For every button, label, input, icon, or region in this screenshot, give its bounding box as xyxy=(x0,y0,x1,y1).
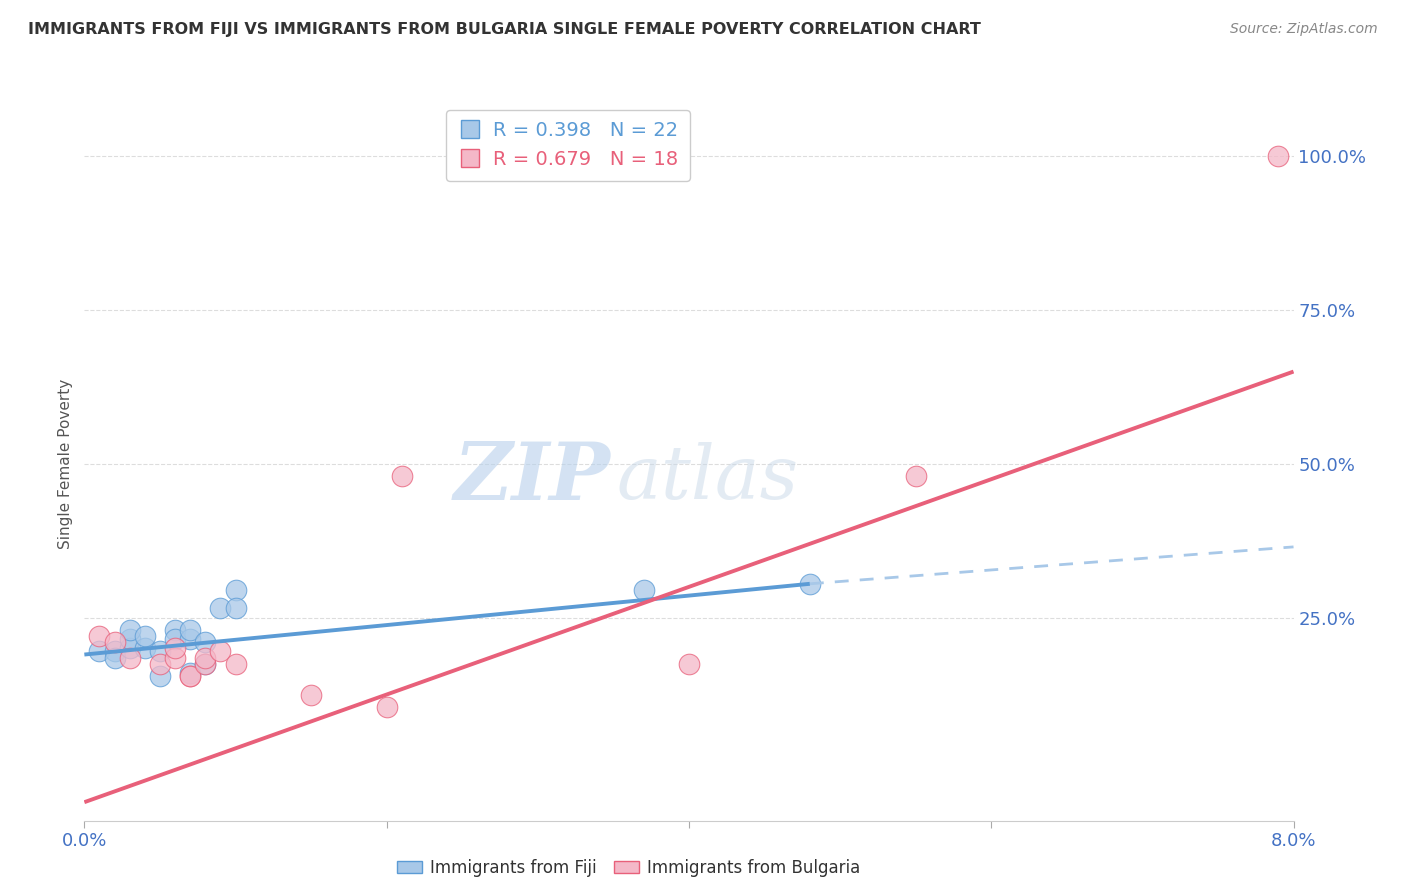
Point xyxy=(375,699,398,714)
Point xyxy=(633,582,655,597)
Point xyxy=(149,669,172,683)
Point xyxy=(225,582,247,597)
Point xyxy=(134,641,156,656)
Y-axis label: Single Female Poverty: Single Female Poverty xyxy=(58,379,73,549)
Point xyxy=(225,601,247,615)
Point xyxy=(149,657,172,671)
Point xyxy=(194,657,217,671)
Point xyxy=(1267,149,1289,163)
Point xyxy=(678,657,700,671)
Point xyxy=(179,665,201,680)
Point xyxy=(165,623,187,637)
Point xyxy=(104,635,127,649)
Point xyxy=(118,650,141,665)
Point xyxy=(209,601,232,615)
Point xyxy=(104,644,127,658)
Point xyxy=(118,641,141,656)
Point xyxy=(225,657,247,671)
Point xyxy=(89,629,111,643)
Point xyxy=(194,657,217,671)
Point xyxy=(799,576,821,591)
Point xyxy=(104,650,127,665)
Point xyxy=(149,644,172,658)
Point xyxy=(118,632,141,647)
Point xyxy=(299,688,322,702)
Text: IMMIGRANTS FROM FIJI VS IMMIGRANTS FROM BULGARIA SINGLE FEMALE POVERTY CORRELATI: IMMIGRANTS FROM FIJI VS IMMIGRANTS FROM … xyxy=(28,22,981,37)
Point xyxy=(209,644,232,658)
Point xyxy=(89,644,111,658)
Point xyxy=(165,632,187,647)
Point xyxy=(194,650,217,665)
Point xyxy=(134,629,156,643)
Point xyxy=(179,669,201,683)
Point xyxy=(179,669,201,683)
Point xyxy=(179,632,201,647)
Point xyxy=(165,641,187,656)
Text: atlas: atlas xyxy=(616,442,799,515)
Text: Source: ZipAtlas.com: Source: ZipAtlas.com xyxy=(1230,22,1378,37)
Text: ZIP: ZIP xyxy=(454,440,610,516)
Point xyxy=(118,623,141,637)
Point xyxy=(904,469,927,483)
Legend: Immigrants from Fiji, Immigrants from Bulgaria: Immigrants from Fiji, Immigrants from Bu… xyxy=(391,853,866,884)
Point xyxy=(194,635,217,649)
Point xyxy=(179,623,201,637)
Point xyxy=(165,650,187,665)
Point xyxy=(391,469,413,483)
